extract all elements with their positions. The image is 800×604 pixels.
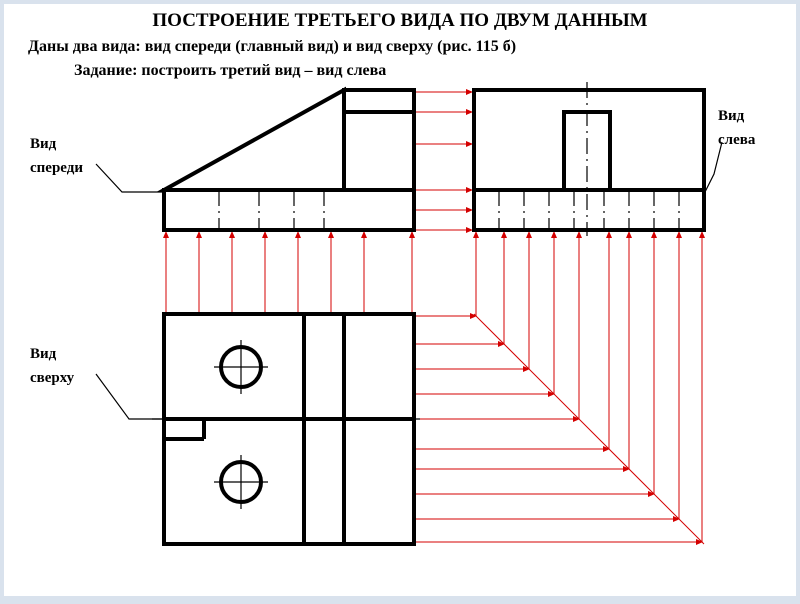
- leader-left: [704, 142, 722, 194]
- leader-top: [96, 374, 164, 419]
- front-view: [164, 90, 414, 230]
- technical-drawing: [4, 4, 800, 604]
- left-view: [474, 82, 704, 236]
- projection-lines: [166, 92, 704, 544]
- canvas: ПОСТРОЕНИЕ ТРЕТЬЕГО ВИДА ПО ДВУМ ДАННЫМ …: [4, 4, 796, 596]
- top-view: [152, 314, 424, 544]
- leader-front: [96, 164, 164, 192]
